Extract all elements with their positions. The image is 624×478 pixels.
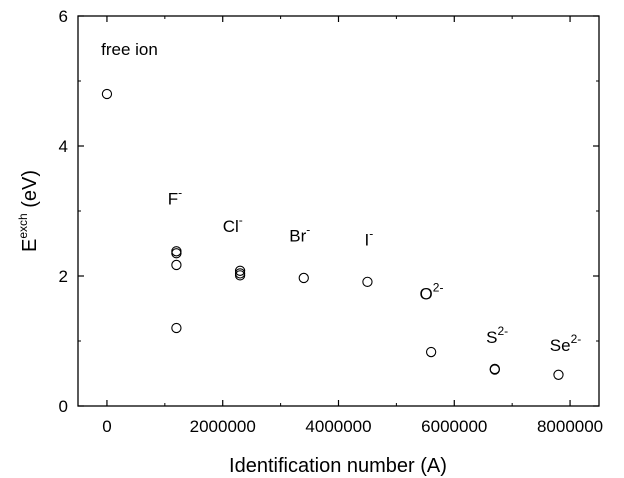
ion-label-charge: - [306,223,310,237]
data-point [234,270,246,281]
data-point [362,276,373,287]
ion-label: Br- [289,223,310,246]
y-axis-label-main: E [19,239,41,252]
ion-label-text: free ion [101,40,158,59]
ion-label-charge: 2- [497,324,508,338]
ion-label-text: F [168,190,178,209]
data-point [553,369,564,380]
y-tick-label: 6 [59,7,68,26]
x-tick-label: 6000000 [421,417,487,436]
data-point [171,322,182,334]
data-point [101,88,113,100]
ion-label-charge: 2- [571,332,582,346]
y-axis-label-rest: (eV) [19,170,41,213]
ion-label-charge: 2- [433,280,444,294]
ion-label: F- [168,186,182,209]
x-tick-label: 2000000 [190,417,256,436]
ion-label-charge: - [178,186,182,200]
ion-label: Se2- [550,332,581,355]
y-tick-label: 2 [59,267,68,286]
ion-label: S2- [486,324,508,347]
ion-label-text: Cl [223,217,239,236]
ion-label: I- [365,226,374,249]
x-tick-label: 4000000 [305,417,371,436]
axis-tick-labels: 0 2000000 4000000 6000000 8000000 0 2 4 6 [59,7,604,436]
ion-label-charge: - [239,213,243,227]
data-point [489,364,500,375]
ion-label: free ion [101,40,158,59]
y-axis-label-sup: exch [16,213,30,238]
ion-label: Cl- [223,213,243,236]
data-point [234,265,246,276]
ion-label-text: Br [289,227,306,246]
x-tick-label: 0 [102,417,111,436]
y-axis-label: Eexch (eV) [16,170,41,252]
y-tick-label: 4 [59,137,68,156]
ion-label: O2- [420,280,444,303]
data-point [171,246,182,257]
data-points [101,88,564,380]
plot-frame [77,15,600,407]
data-point [171,248,182,259]
data-point [425,346,437,358]
data-point [171,259,182,271]
ion-label-charge: - [369,226,373,240]
ion-label-text: O [420,284,433,303]
data-point [298,272,309,284]
x-axis-label: Identification number (A) [229,455,447,477]
y-tick-label: 0 [59,397,68,416]
x-tick-label: 8000000 [537,417,603,436]
axis-ticks [78,15,599,407]
ion-label-text: S [486,328,497,347]
ion-label-text: Se [550,336,571,355]
ion-label-text: I [365,230,370,249]
